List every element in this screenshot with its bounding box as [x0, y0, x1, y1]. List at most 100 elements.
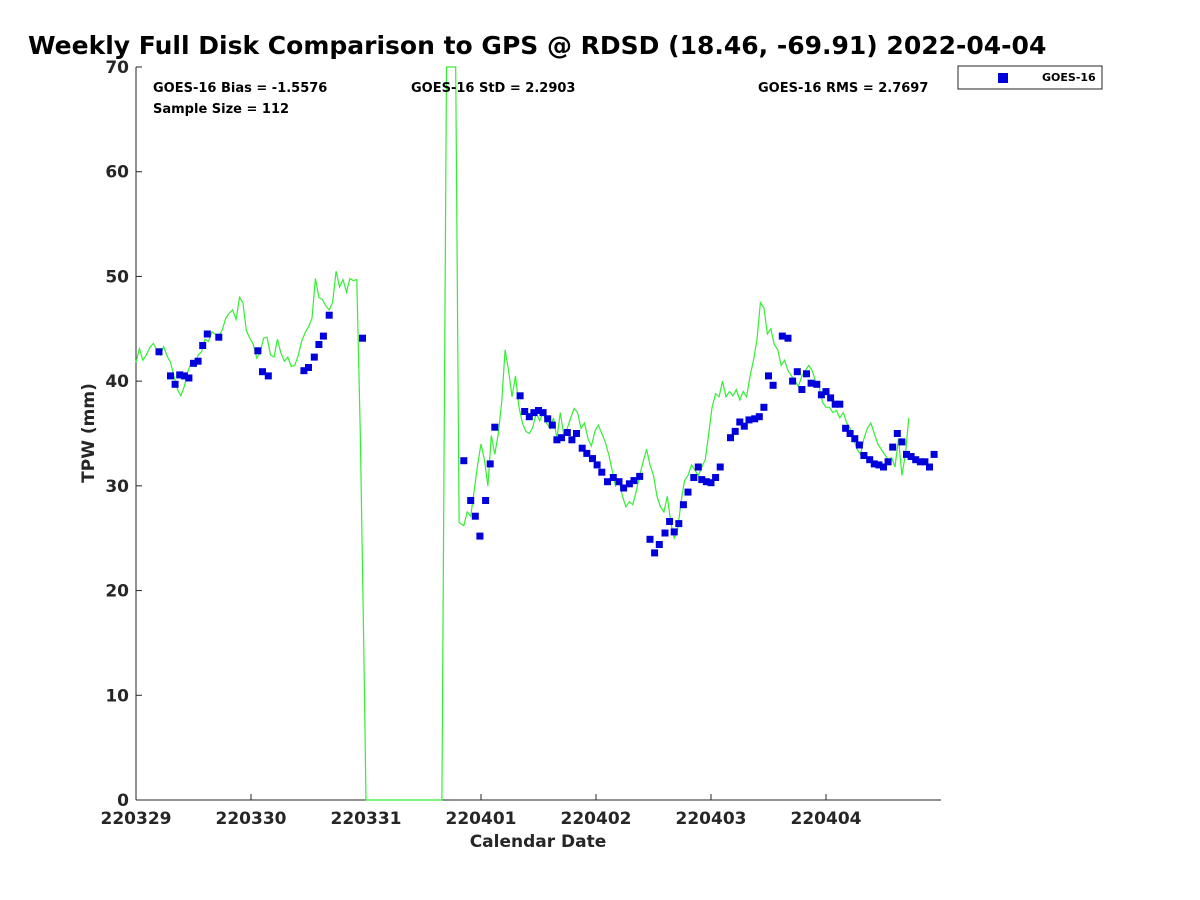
y-tick-label: 50	[105, 267, 129, 287]
goes16-point	[215, 333, 223, 341]
goes16-point	[535, 407, 542, 414]
legend-label: GOES-16	[1042, 71, 1096, 84]
x-tick-label: 220404	[791, 809, 862, 829]
goes16-point	[666, 518, 674, 525]
goes16-point	[817, 391, 825, 399]
goes16-point	[194, 357, 202, 365]
goes16-point	[615, 478, 623, 486]
goes16-point	[921, 458, 929, 466]
goes16-point	[846, 430, 854, 437]
rms-stat: GOES-16 RMS = 2.7697	[758, 81, 928, 96]
goes16-point	[916, 458, 924, 466]
goes16-point	[679, 501, 687, 509]
goes16-point	[254, 347, 262, 355]
goes16-point	[831, 400, 839, 408]
goes16-point	[807, 379, 815, 387]
goes16-point	[548, 421, 556, 429]
goes16-point	[860, 452, 868, 459]
goes16-point	[544, 415, 552, 423]
legend-marker	[998, 73, 1008, 83]
goes16-point	[755, 413, 763, 421]
x-tick-label: 220331	[331, 809, 402, 829]
goes16-point	[702, 478, 710, 486]
goes16-point	[516, 392, 524, 400]
goes16-point	[694, 463, 702, 471]
x-tick-label: 220330	[216, 809, 287, 829]
goes16-point	[359, 334, 366, 342]
x-tick-label: 220403	[676, 809, 747, 829]
goes16-point	[926, 463, 933, 471]
goes16-point	[625, 480, 633, 488]
goes16-point	[467, 497, 475, 504]
goes16-point	[199, 342, 207, 349]
goes16-point	[310, 353, 318, 361]
goes16-point	[880, 463, 887, 471]
y-tick-label: 40	[105, 372, 129, 392]
goes16-point	[789, 377, 797, 385]
goes16-point	[583, 449, 591, 457]
std-stat: GOES-16 StD = 2.2903	[411, 81, 575, 96]
y-tick-label: 10	[105, 686, 129, 706]
goes16-point	[707, 479, 715, 487]
goes16-point	[827, 394, 835, 402]
goes16-point	[630, 477, 638, 485]
sample-size-stat: Sample Size = 112	[153, 102, 289, 117]
goes16-point	[155, 348, 163, 356]
goes16-point	[646, 535, 654, 543]
goes16-point	[460, 457, 468, 465]
goes16-point	[698, 476, 706, 484]
goes16-point	[604, 478, 611, 486]
goes16-point	[471, 512, 479, 520]
goes16-point	[190, 359, 197, 367]
goes16-point	[930, 450, 938, 458]
goes16-point	[813, 380, 821, 388]
goes16-point	[553, 436, 561, 444]
goes16-point	[716, 463, 724, 471]
goes16-point	[521, 408, 529, 415]
goes16-point	[589, 455, 596, 463]
legend-box	[957, 65, 1103, 90]
y-axis-label: TPW (mm)	[79, 383, 99, 483]
goes16-point	[578, 444, 586, 452]
goes16-point	[180, 372, 188, 380]
x-tick-label: 220402	[561, 809, 632, 829]
bias-stat: GOES-16 Bias = -1.5576	[153, 81, 327, 96]
goes16-point	[736, 418, 744, 426]
y-tick-label: 0	[117, 791, 129, 811]
goes16-point	[760, 403, 768, 411]
x-tick-label: 220329	[101, 809, 172, 829]
plot-axes	[135, 67, 941, 801]
goes16-point	[866, 456, 874, 464]
goes16-point	[855, 441, 863, 449]
goes16-point	[670, 528, 678, 536]
goes16-point	[912, 456, 920, 464]
goes16-point	[889, 443, 897, 451]
goes16-point	[558, 434, 565, 442]
goes16-point	[264, 372, 272, 380]
goes16-point	[712, 474, 720, 481]
goes16-point	[482, 497, 490, 504]
goes16-point	[875, 461, 883, 469]
goes16-point	[525, 413, 533, 421]
goes16-point	[684, 488, 692, 496]
goes16-point	[784, 334, 792, 342]
chart-title: Weekly Full Disk Comparison to GPS @ RDS…	[28, 31, 1046, 60]
goes16-point	[884, 458, 892, 466]
goes16-point	[300, 367, 308, 375]
gps-line	[135, 66, 910, 801]
goes16-point	[620, 484, 628, 492]
goes16-point	[655, 541, 663, 548]
goes16-point	[745, 416, 753, 424]
goes16-point	[185, 374, 193, 382]
goes16-point	[609, 474, 617, 481]
goes16-point	[731, 427, 739, 435]
goes16-series	[155, 311, 938, 557]
goes16-point	[319, 332, 327, 340]
y-tick-label: 70	[105, 58, 129, 78]
goes16-point	[727, 434, 734, 442]
stats-annotations: GOES-16 Bias = -1.5576 Sample Size = 112…	[153, 81, 928, 117]
goes16-point	[769, 381, 777, 389]
gps-series	[135, 66, 910, 801]
goes16-point	[203, 330, 211, 338]
